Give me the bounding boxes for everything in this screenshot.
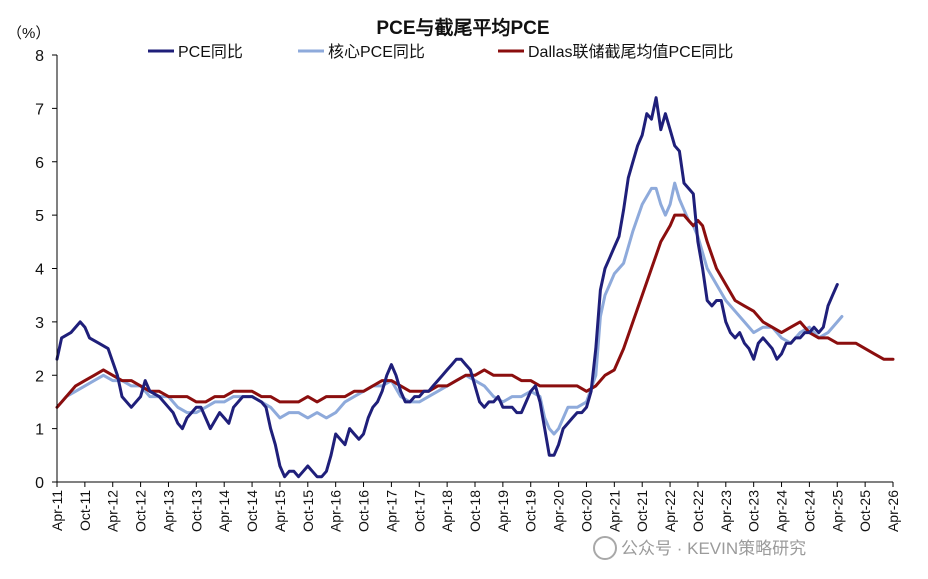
y-tick-label: 5	[35, 208, 44, 225]
y-tick-label: 6	[35, 155, 44, 172]
x-tick-label: Apr-11	[49, 490, 65, 531]
x-tick-label: Oct-12	[133, 490, 149, 532]
x-tick-label: Apr-12	[105, 490, 121, 532]
y-tick-label: 0	[35, 475, 44, 492]
watermark-logo-icon	[593, 536, 617, 560]
x-tick-label: Apr-15	[272, 490, 288, 532]
x-tick-label: Apr-18	[439, 490, 455, 532]
y-axis-ticks: 0 1 2 3 4 5 6 7 8	[35, 48, 57, 492]
x-tick-label: Apr-25	[829, 490, 845, 532]
x-tick-label: Apr-13	[160, 490, 176, 532]
series-line-1	[55, 181, 844, 436]
x-tick-label: Oct-24	[801, 490, 817, 532]
x-tick-label: Oct-20	[578, 490, 594, 532]
x-tick-label: Oct-15	[300, 490, 316, 532]
x-tick-label: Apr-20	[551, 490, 567, 532]
x-tick-label: Oct-13	[188, 490, 204, 532]
x-tick-label: Oct-18	[467, 490, 483, 532]
y-tick-label: 1	[35, 422, 44, 439]
x-tick-label: Oct-14	[244, 490, 260, 532]
x-tick-label: Oct-22	[690, 490, 706, 532]
x-tick-label: Apr-19	[495, 490, 511, 532]
chart-title: PCE与截尾平均PCE	[376, 16, 549, 39]
y-tick-label: 7	[35, 101, 44, 118]
x-axis-ticks: Apr-11 Oct-11 Apr-12 Oct-12 Apr-13 Oct-13 Apr-…	[49, 482, 901, 532]
x-tick-label: Apr-26	[885, 490, 901, 532]
x-tick-label: Oct-21	[634, 490, 650, 532]
x-tick-label: Oct-23	[746, 490, 762, 532]
x-tick-label: Apr-14	[216, 490, 232, 532]
x-tick-label: Apr-21	[606, 490, 622, 532]
x-tick-label: Apr-23	[718, 490, 734, 532]
x-tick-label: Apr-17	[383, 490, 399, 532]
x-tick-label: Apr-22	[662, 490, 678, 532]
x-tick-label: Oct-11	[77, 490, 93, 531]
y-tick-label: 8	[35, 48, 44, 65]
legend-label: PCE同比	[178, 43, 243, 61]
x-tick-label: Oct-17	[411, 490, 427, 532]
y-axis-unit: （%）	[7, 25, 50, 42]
watermark-text: 公众号 · KEVIN策略研究	[621, 539, 806, 558]
series-line-2	[55, 213, 895, 409]
series-lines	[55, 96, 895, 479]
legend: PCE同比 核心PCE同比 Dallas联储截尾均值PCE同比	[148, 43, 733, 61]
legend-label: Dallas联储截尾均值PCE同比	[528, 43, 733, 61]
x-tick-label: Oct-19	[523, 490, 539, 532]
y-tick-label: 4	[35, 262, 44, 279]
x-tick-label: Oct-25	[857, 490, 873, 532]
x-tick-label: Apr-16	[328, 490, 344, 532]
x-tick-label: Apr-24	[774, 490, 790, 532]
legend-label: 核心PCE同比	[328, 43, 425, 61]
watermark: 公众号 · KEVIN策略研究	[593, 536, 806, 560]
y-tick-label: 3	[35, 315, 44, 332]
series-line-0	[55, 96, 839, 479]
x-tick-label: Oct-16	[356, 490, 372, 532]
y-tick-label: 2	[35, 368, 44, 385]
